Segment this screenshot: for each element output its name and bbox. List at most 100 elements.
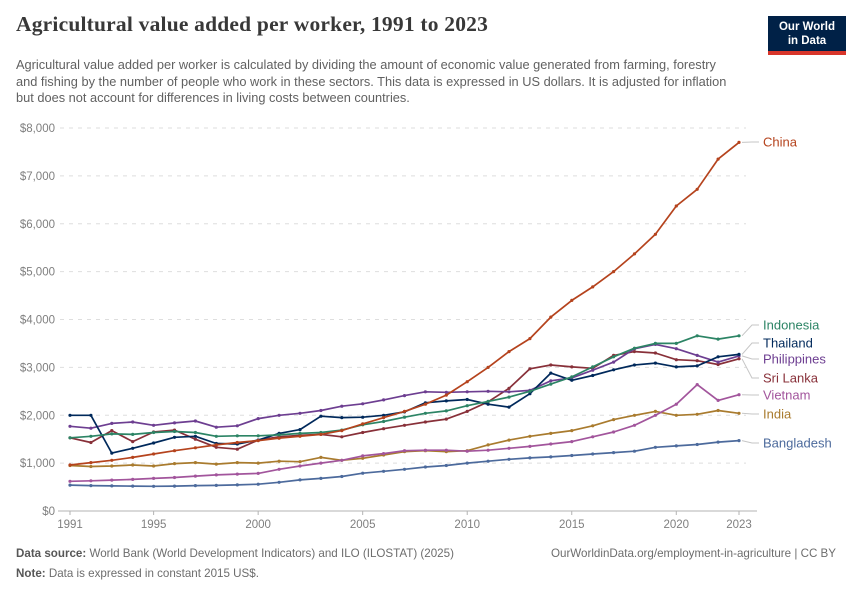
- data-point-vietnam: [298, 464, 302, 468]
- data-point-sri-lanka: [528, 367, 532, 371]
- data-point-bangladesh: [737, 439, 741, 443]
- data-point-philippines: [507, 390, 511, 394]
- data-point-indonesia: [716, 337, 720, 341]
- data-point-philippines: [486, 389, 490, 393]
- data-point-indonesia: [653, 341, 658, 345]
- data-point-philippines: [695, 353, 699, 357]
- series-label-thailand[interactable]: Thailand: [763, 336, 813, 351]
- data-point-indonesia: [131, 432, 135, 436]
- data-point-bangladesh: [89, 484, 93, 488]
- x-tick-label: 2020: [663, 519, 689, 531]
- data-point-bangladesh: [298, 478, 302, 482]
- note-label: Note:: [16, 567, 46, 580]
- data-point-china: [131, 455, 135, 459]
- data-point-indonesia: [570, 375, 574, 379]
- series-label-china[interactable]: China: [763, 135, 798, 150]
- series-label-bangladesh[interactable]: Bangladesh: [763, 436, 832, 451]
- data-point-thailand: [298, 428, 302, 432]
- series-label-indonesia[interactable]: Indonesia: [763, 318, 820, 333]
- x-tick-label: 2023: [726, 519, 752, 531]
- data-point-philippines: [716, 360, 720, 364]
- data-point-india: [653, 409, 658, 413]
- data-point-philippines: [340, 404, 344, 408]
- data-point-india: [737, 411, 741, 415]
- data-point-china: [591, 285, 595, 289]
- data-point-china: [695, 187, 699, 191]
- data-point-vietnam: [319, 461, 323, 465]
- data-point-india: [319, 455, 323, 459]
- data-point-thailand: [737, 352, 741, 356]
- series-line-thailand[interactable]: [69, 353, 740, 454]
- data-point-vietnam: [486, 448, 490, 452]
- data-point-china: [528, 337, 532, 341]
- data-point-thailand: [528, 392, 532, 396]
- data-point-vietnam: [110, 478, 114, 482]
- data-point-china: [382, 416, 386, 420]
- data-point-philippines: [382, 398, 386, 402]
- data-point-indonesia: [68, 436, 72, 440]
- data-point-indonesia: [214, 434, 218, 438]
- data-point-india: [674, 413, 678, 417]
- data-point-indonesia: [591, 365, 595, 369]
- data-point-philippines: [361, 402, 365, 406]
- data-point-vietnam: [549, 442, 553, 446]
- y-tick-label: $8,000: [20, 123, 55, 135]
- page-title: Agricultural value added per worker, 199…: [16, 12, 489, 36]
- data-point-china: [507, 350, 511, 354]
- data-point-philippines: [172, 421, 177, 425]
- data-point-bangladesh: [507, 457, 511, 461]
- data-point-vietnam: [444, 448, 448, 452]
- data-point-indonesia: [298, 431, 302, 435]
- data-point-sri-lanka: [89, 440, 93, 445]
- data-point-china: [256, 439, 260, 443]
- data-point-bangladesh: [674, 444, 678, 448]
- series-line-vietnam[interactable]: [69, 383, 740, 483]
- data-point-vietnam: [214, 473, 218, 477]
- series-label-india[interactable]: India: [763, 407, 792, 422]
- data-point-china: [89, 461, 93, 465]
- data-point-thailand: [110, 451, 114, 455]
- label-connector-thailand: [741, 342, 759, 355]
- data-point-bangladesh: [277, 480, 281, 484]
- chart-footer: Data source: World Bank (World Developme…: [16, 547, 836, 580]
- y-tick-label: $4,000: [20, 315, 55, 327]
- data-point-vietnam: [172, 475, 177, 480]
- series-label-sri-lanka[interactable]: Sri Lanka: [763, 371, 819, 386]
- data-point-india: [716, 408, 720, 413]
- data-point-vietnam: [340, 458, 344, 462]
- data-point-bangladesh: [653, 445, 658, 449]
- data-point-sri-lanka: [402, 423, 407, 427]
- data-point-sri-lanka: [632, 350, 637, 354]
- data-point-vietnam: [737, 393, 741, 397]
- data-point-china: [737, 140, 741, 144]
- data-point-bangladesh: [193, 484, 197, 488]
- series-label-philippines[interactable]: Philippines: [763, 352, 826, 367]
- data-point-indonesia: [277, 433, 281, 437]
- data-point-sri-lanka: [465, 409, 469, 413]
- data-point-indonesia: [382, 419, 386, 424]
- owid-link[interactable]: OurWorldinData.org/employment-in-agricul…: [550, 547, 836, 560]
- data-point-bangladesh: [256, 482, 260, 486]
- data-point-vietnam: [716, 398, 720, 402]
- data-point-philippines: [68, 424, 72, 428]
- series-line-sri-lanka[interactable]: [69, 350, 740, 451]
- data-point-thailand: [591, 373, 595, 378]
- data-point-philippines: [402, 394, 407, 398]
- data-point-india: [528, 434, 532, 438]
- data-point-india: [277, 459, 281, 463]
- data-point-philippines: [591, 368, 595, 372]
- data-point-philippines: [193, 419, 197, 423]
- data-point-sri-lanka: [382, 427, 386, 431]
- data-point-vietnam: [382, 452, 386, 456]
- data-point-indonesia: [632, 346, 637, 350]
- data-point-thailand: [444, 399, 448, 403]
- data-point-bangladesh: [340, 474, 344, 479]
- data-point-bangladesh: [528, 456, 532, 460]
- data-point-china: [674, 204, 678, 208]
- data-point-vietnam: [235, 472, 239, 476]
- data-point-vietnam: [653, 413, 658, 417]
- series-label-vietnam[interactable]: Vietnam: [763, 388, 810, 403]
- data-point-sri-lanka: [570, 365, 574, 369]
- y-tick-label: $2,000: [20, 410, 55, 422]
- data-point-india: [507, 438, 511, 442]
